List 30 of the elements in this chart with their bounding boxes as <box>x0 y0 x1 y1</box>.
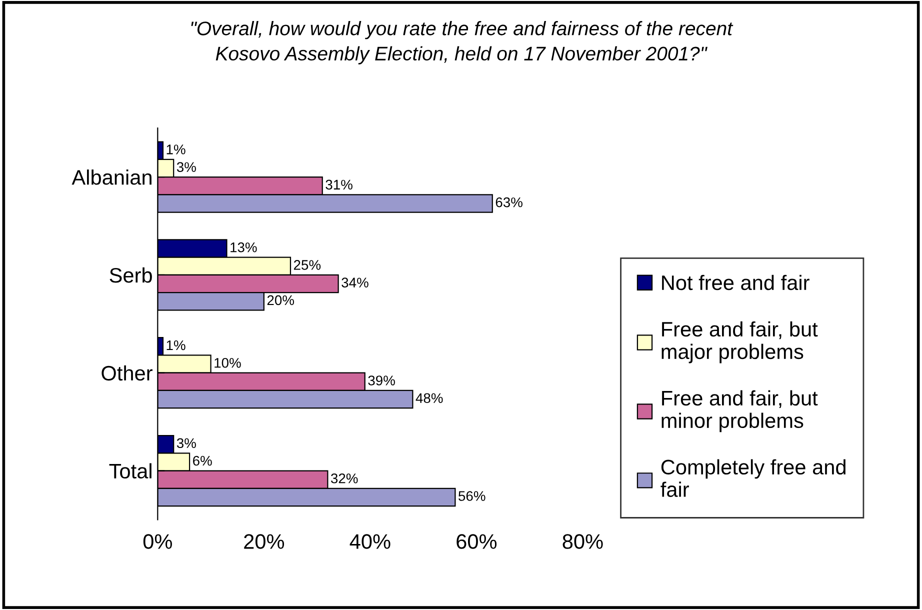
y-tick-label: Other <box>102 365 152 381</box>
legend-label: Completely free and fair <box>660 459 846 497</box>
chart-title: "Overall, how would you rate the free and fairness of the recent Kosovo Assembly Election, held on 17 November 2001?" <box>191 21 734 64</box>
data-label: 3% <box>176 162 196 172</box>
data-label: 56% <box>458 491 486 501</box>
data-label: 10% <box>214 358 241 368</box>
legend-label: Not free and fair <box>662 274 810 290</box>
data-label: 63% <box>496 197 522 208</box>
data-label: 3% <box>176 438 196 448</box>
data-label: 25% <box>294 260 321 270</box>
data-label: 6% <box>193 456 212 466</box>
x-tick-label: 60% <box>456 534 497 549</box>
data-label: 32% <box>330 473 358 484</box>
legend-label: Free and fair, but major problems <box>662 321 818 364</box>
y-tick-label: Serb <box>110 267 152 283</box>
data-label: 39% <box>368 376 395 386</box>
x-tick-label: 40% <box>350 534 390 549</box>
data-label: 34% <box>342 278 368 288</box>
data-label: 1% <box>166 340 186 350</box>
data-label: 1% <box>166 144 186 154</box>
x-tick-label: 0% <box>143 534 172 549</box>
x-tick-label: 20% <box>244 534 284 549</box>
data-label: 13% <box>230 242 257 252</box>
data-label: 20% <box>267 295 294 306</box>
x-tick-label: 80% <box>562 534 603 549</box>
data-label: 48% <box>416 393 443 404</box>
data-label: 31% <box>326 180 352 190</box>
legend-label: Free and fair, but minor problems <box>662 390 818 432</box>
y-tick-label: Total <box>109 463 152 479</box>
y-tick-label: Albanian <box>72 170 152 185</box>
